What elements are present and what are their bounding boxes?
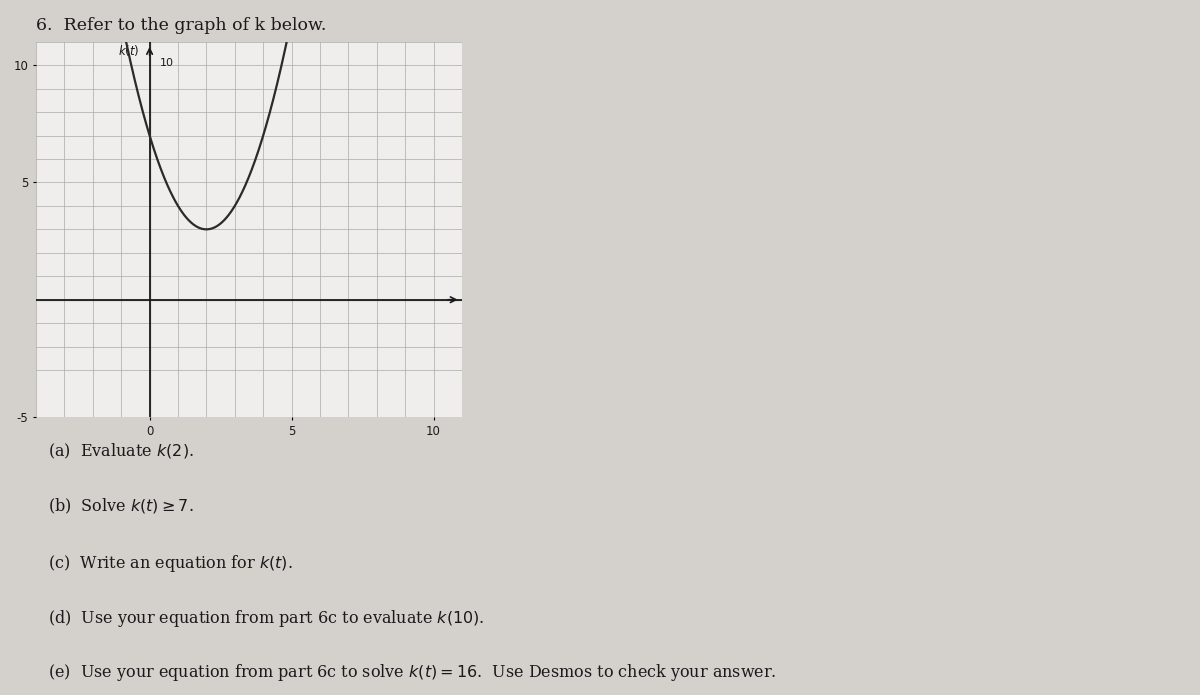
Text: (a)  Evaluate $k(2)$.: (a) Evaluate $k(2)$. xyxy=(48,441,194,461)
Text: (c)  Write an equation for $k(t)$.: (c) Write an equation for $k(t)$. xyxy=(48,553,293,573)
Text: 10: 10 xyxy=(160,58,174,68)
Text: (d)  Use your equation from part 6c to evaluate $k(10)$.: (d) Use your equation from part 6c to ev… xyxy=(48,608,485,629)
Text: (e)  Use your equation from part 6c to solve $k(t) = 16$.  Use Desmos to check y: (e) Use your equation from part 6c to so… xyxy=(48,662,776,682)
Text: $k(t)$: $k(t)$ xyxy=(119,43,140,58)
Text: 6.  Refer to the graph of k below.: 6. Refer to the graph of k below. xyxy=(36,17,326,34)
Text: (b)  Solve $k(t) \geq 7$.: (b) Solve $k(t) \geq 7$. xyxy=(48,497,193,516)
